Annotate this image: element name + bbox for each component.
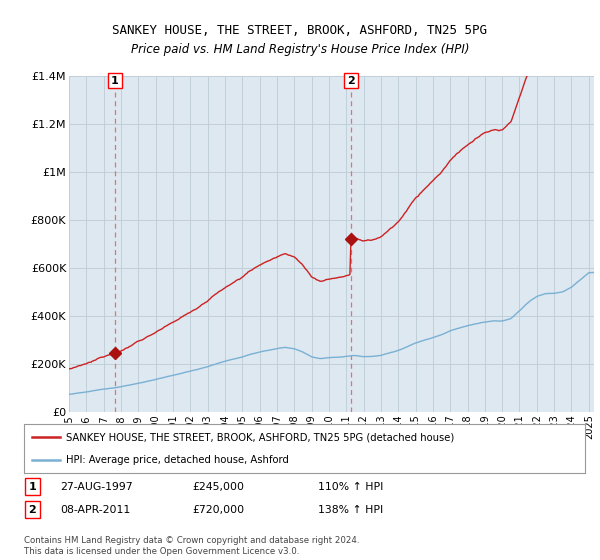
Text: HPI: Average price, detached house, Ashford: HPI: Average price, detached house, Ashf… bbox=[66, 455, 289, 465]
Text: 110% ↑ HPI: 110% ↑ HPI bbox=[318, 482, 383, 492]
Text: 2: 2 bbox=[347, 76, 355, 86]
Text: £245,000: £245,000 bbox=[192, 482, 244, 492]
Text: 2: 2 bbox=[29, 505, 36, 515]
Text: £720,000: £720,000 bbox=[192, 505, 244, 515]
Text: Price paid vs. HM Land Registry's House Price Index (HPI): Price paid vs. HM Land Registry's House … bbox=[131, 43, 469, 56]
Text: SANKEY HOUSE, THE STREET, BROOK, ASHFORD, TN25 5PG (detached house): SANKEY HOUSE, THE STREET, BROOK, ASHFORD… bbox=[66, 432, 454, 442]
Text: 08-APR-2011: 08-APR-2011 bbox=[60, 505, 130, 515]
Text: Contains HM Land Registry data © Crown copyright and database right 2024.
This d: Contains HM Land Registry data © Crown c… bbox=[24, 536, 359, 556]
Text: 138% ↑ HPI: 138% ↑ HPI bbox=[318, 505, 383, 515]
Text: 1: 1 bbox=[29, 482, 36, 492]
Text: 27-AUG-1997: 27-AUG-1997 bbox=[60, 482, 133, 492]
Text: SANKEY HOUSE, THE STREET, BROOK, ASHFORD, TN25 5PG: SANKEY HOUSE, THE STREET, BROOK, ASHFORD… bbox=[113, 24, 487, 38]
Text: 1: 1 bbox=[111, 76, 119, 86]
